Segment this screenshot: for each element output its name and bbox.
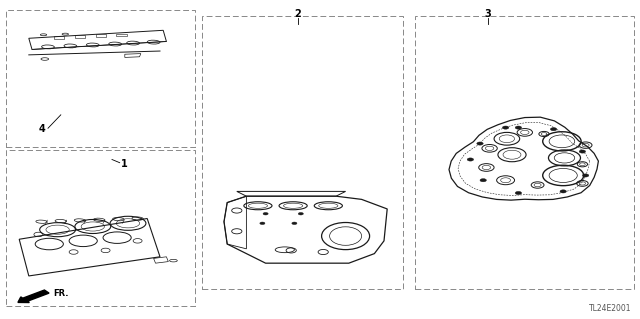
Bar [415,16,634,289]
Circle shape [502,126,509,129]
Circle shape [467,158,474,161]
Circle shape [579,150,586,153]
Circle shape [560,190,566,193]
Circle shape [263,212,268,215]
Text: 1: 1 [122,159,128,169]
Circle shape [582,174,589,177]
Circle shape [260,222,265,225]
Text: 2: 2 [294,9,301,19]
Circle shape [480,179,486,182]
FancyArrow shape [18,290,49,302]
Bar [202,16,403,289]
Text: 3: 3 [484,9,491,19]
Bar [6,150,195,306]
Circle shape [477,142,483,145]
Circle shape [298,212,303,215]
Circle shape [292,222,297,225]
Bar [6,10,195,147]
Text: 4: 4 [38,124,45,134]
Circle shape [515,126,522,129]
Text: FR.: FR. [53,289,68,298]
Circle shape [550,128,557,131]
Text: TL24E2001: TL24E2001 [589,304,632,313]
Circle shape [515,191,522,195]
